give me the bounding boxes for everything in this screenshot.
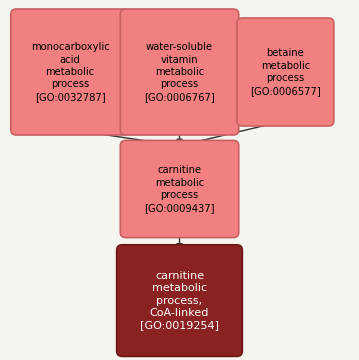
Text: betaine
metabolic
process
[GO:0006577]: betaine metabolic process [GO:0006577]: [250, 48, 321, 96]
Text: water-soluble
vitamin
metabolic
process
[GO:0006767]: water-soluble vitamin metabolic process …: [144, 42, 215, 102]
Text: carnitine
metabolic
process
[GO:0009437]: carnitine metabolic process [GO:0009437]: [144, 165, 215, 213]
Text: carnitine
metabolic
process,
CoA-linked
[GO:0019254]: carnitine metabolic process, CoA-linked …: [140, 271, 219, 330]
FancyBboxPatch shape: [237, 18, 334, 126]
FancyBboxPatch shape: [11, 9, 129, 135]
Text: monocarboxylic
acid
metabolic
process
[GO:0032787]: monocarboxylic acid metabolic process [G…: [31, 42, 109, 102]
FancyBboxPatch shape: [120, 140, 239, 238]
FancyBboxPatch shape: [120, 9, 239, 135]
FancyBboxPatch shape: [117, 245, 242, 356]
